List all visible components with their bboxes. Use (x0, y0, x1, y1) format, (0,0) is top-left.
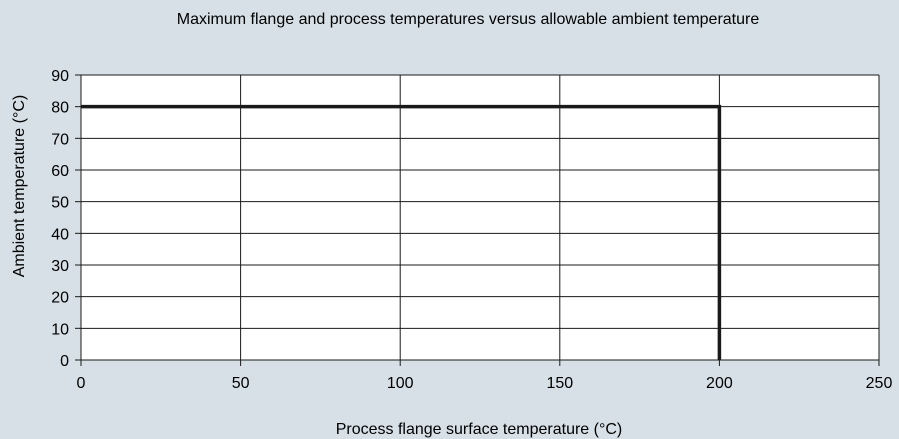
x-tick-label: 200 (706, 375, 733, 392)
y-tick-label: 50 (51, 195, 69, 212)
y-axis-label: Ambient temperature (°C) (11, 95, 28, 277)
x-tick-label: 0 (77, 375, 86, 392)
y-tick-label: 40 (51, 226, 69, 243)
x-tick-label: 100 (387, 375, 414, 392)
y-tick-label: 60 (51, 163, 69, 180)
y-tick-label: 10 (51, 321, 69, 338)
y-tick-label: 90 (51, 68, 69, 85)
y-tick-label: 30 (51, 258, 69, 275)
x-tick-label: 150 (546, 375, 573, 392)
x-tick-label: 50 (232, 375, 250, 392)
x-tick-label: 250 (866, 375, 893, 392)
plot-area: 0 50 100 150 200 250 0 10 20 30 40 50 60 70 80 90 (51, 68, 892, 392)
y-tick-label: 70 (51, 131, 69, 148)
x-axis-label: Process flange surface temperature (°C) (336, 421, 623, 438)
y-tick-label: 20 (51, 290, 69, 307)
y-tick-label: 80 (51, 100, 69, 117)
chart-title: Maximum flange and process temperatures … (177, 11, 760, 28)
y-tick-label: 0 (60, 353, 69, 370)
plot-background (81, 75, 879, 360)
